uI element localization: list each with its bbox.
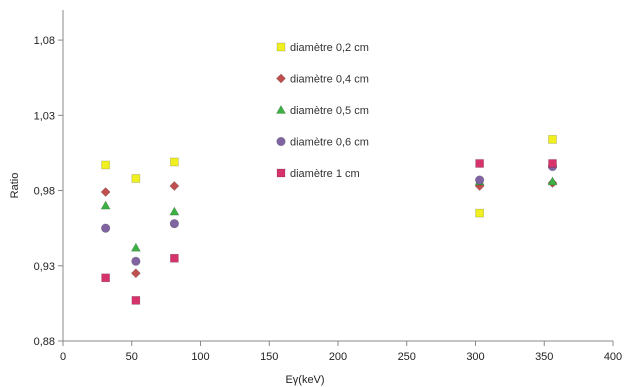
legend-marker (276, 73, 286, 84)
data-point (131, 256, 141, 266)
series-5 (101, 159, 557, 305)
data-point (548, 135, 557, 144)
data-point (475, 159, 484, 168)
y-axis-title: Ratio (9, 173, 21, 199)
legend-marker (276, 136, 286, 147)
legend-label: diamètre 0,5 cm (290, 105, 369, 117)
data-point (169, 206, 180, 216)
data-point (101, 223, 111, 233)
legend-label: diamètre 0,4 cm (290, 74, 369, 86)
legend: diamètre 0,2 cm diamètre 0,4 cm diamètre 0… (275, 42, 369, 180)
data-point (101, 160, 110, 170)
y-tick-label: 0,98 (34, 186, 55, 198)
data-point (100, 200, 111, 210)
legend-marker (275, 104, 287, 114)
data-point (100, 187, 111, 197)
x-tick-label: 350 (535, 351, 553, 363)
legend-label: diamètre 0,2 cm (290, 42, 369, 54)
legend-marker (276, 42, 286, 52)
legend-item: diamètre 0,6 cm (276, 136, 369, 149)
x-tick-label: 100 (191, 351, 209, 363)
legend-label: diamètre 0,6 cm (290, 137, 369, 149)
data-point (131, 174, 141, 183)
x-tick-label: 400 (604, 351, 622, 363)
series-2 (100, 178, 558, 279)
y-tick-label: 0,88 (34, 336, 55, 348)
legend-item: diamètre 0,5 cm (275, 104, 369, 117)
x-tick-label: 50 (126, 351, 138, 363)
x-tick-label: 250 (398, 351, 416, 363)
data-points (100, 135, 558, 305)
y-tick-label: 1,08 (34, 35, 55, 47)
legend-label: diamètre 1 cm (290, 168, 360, 180)
x-axis-title: Eγ(keV) (285, 374, 324, 386)
data-point (548, 159, 557, 168)
y-tick-label: 1,03 (34, 110, 55, 122)
data-point (130, 268, 141, 279)
data-point (475, 175, 485, 185)
series-3 (100, 176, 558, 252)
data-point (169, 181, 180, 191)
legend-item: diamètre 0,2 cm (276, 42, 369, 54)
series-1 (101, 135, 557, 218)
x-tick-label: 200 (329, 351, 347, 363)
data-point (170, 157, 179, 167)
data-point (170, 253, 179, 263)
legend-marker (276, 168, 286, 178)
x-tick-label: 150 (260, 351, 278, 363)
legend-item: diamètre 0,4 cm (276, 73, 369, 86)
x-tick-label: 0 (60, 351, 66, 363)
legend-item: diamètre 1 cm (276, 168, 360, 180)
axes: 0,88 0,93 0,98 1,03 1,08 0 50 100 150 200 250 300 35… (9, 10, 622, 386)
x-tick-label: 300 (466, 351, 484, 363)
data-point (169, 219, 179, 229)
data-point (475, 208, 484, 218)
data-point (547, 176, 558, 186)
y-tick-label: 0,93 (34, 261, 55, 273)
data-point (101, 273, 110, 283)
data-point (130, 242, 141, 252)
data-point (131, 296, 141, 305)
